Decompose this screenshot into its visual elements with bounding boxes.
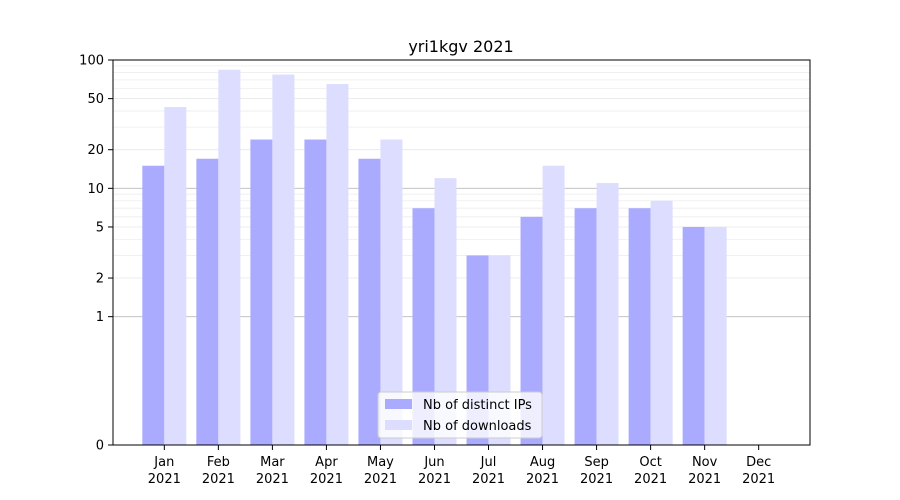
x-tick-label-month: Oct [639, 455, 661, 470]
bar-downloads [704, 226, 727, 445]
x-tick-label-month: Nov [692, 455, 718, 470]
x-tick-label-month: May [367, 455, 394, 470]
x-tick-label-month: Apr [315, 455, 338, 470]
legend-box [377, 391, 543, 439]
legend: Nb of distinct IPs Nb of downloads [377, 391, 543, 439]
bar-distinct-ips [682, 226, 705, 445]
bar-downloads [434, 178, 457, 445]
x-axis: Jan 2021 Feb 2021 Mar 2021 Apr 2021 May 2021 Jun 20… [148, 445, 775, 487]
y-tick-label: 2 [96, 272, 104, 287]
bar-distinct-ips [412, 208, 435, 445]
y-axis: 0 1 2 5 10 20 50 100 [79, 54, 113, 454]
x-tick-label-year: 2021 [526, 472, 559, 487]
bar-downloads [650, 200, 673, 445]
x-tick-label-month: Jun [423, 455, 444, 470]
x-tick-label-year: 2021 [634, 472, 667, 487]
chart-title: yri1kgv 2021 [408, 37, 513, 56]
y-tick-label: 10 [87, 182, 104, 197]
bar-distinct-ips [520, 216, 543, 445]
bar-downloads [380, 139, 403, 445]
bar-downloads [542, 165, 565, 445]
y-tick-label: 50 [87, 92, 104, 107]
bars [142, 69, 727, 446]
bar-distinct-ips [304, 139, 327, 445]
x-tick-label-year: 2021 [310, 472, 343, 487]
x-tick-label-year: 2021 [256, 472, 289, 487]
legend-swatch [385, 399, 412, 409]
bar-downloads [218, 69, 241, 445]
plot-frame [112, 59, 811, 446]
y-tick-label: 0 [96, 439, 104, 454]
bar-downloads [596, 183, 619, 445]
x-tick-label-year: 2021 [148, 472, 181, 487]
bar-distinct-ips [142, 165, 165, 445]
bar-distinct-ips [628, 208, 651, 445]
legend-label: Nb of downloads [423, 419, 532, 434]
x-tick-label-month: Jan [153, 455, 174, 470]
x-tick-label-year: 2021 [418, 472, 451, 487]
x-tick-label-year: 2021 [742, 472, 775, 487]
x-tick-label-year: 2021 [364, 472, 397, 487]
x-tick-label-month: Dec [746, 455, 771, 470]
bar-distinct-ips [574, 208, 597, 445]
bar-downloads [272, 74, 295, 446]
x-tick-label-month: Jul [480, 455, 497, 470]
x-tick-label-year: 2021 [202, 472, 235, 487]
legend-swatch [385, 420, 412, 430]
x-tick-label-month: Mar [260, 455, 285, 470]
y-tick-label: 20 [87, 143, 104, 158]
y-tick-label: 100 [79, 54, 104, 69]
x-tick-label-year: 2021 [472, 472, 505, 487]
bar-downloads [326, 84, 349, 445]
x-tick-label-year: 2021 [580, 472, 613, 487]
x-tick-label-year: 2021 [688, 472, 721, 487]
y-tick-label: 1 [96, 310, 104, 325]
y-tick-label: 5 [96, 220, 104, 235]
bar-distinct-ips [250, 139, 273, 445]
legend-label: Nb of distinct IPs [423, 398, 532, 413]
bar-downloads [164, 107, 187, 446]
bar-distinct-ips [358, 158, 381, 446]
x-tick-label-month: Feb [207, 455, 230, 470]
bar-distinct-ips [196, 158, 219, 446]
x-tick-label-month: Aug [530, 455, 555, 470]
x-tick-label-month: Sep [584, 455, 609, 470]
